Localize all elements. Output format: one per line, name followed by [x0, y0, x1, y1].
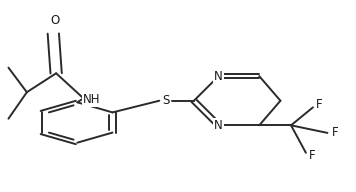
- Text: F: F: [309, 149, 315, 162]
- Text: N: N: [214, 70, 223, 83]
- Text: O: O: [51, 14, 60, 27]
- Text: S: S: [162, 94, 169, 107]
- Text: F: F: [332, 126, 339, 139]
- Text: N: N: [214, 119, 223, 132]
- Text: F: F: [316, 98, 323, 111]
- Text: NH: NH: [83, 93, 100, 106]
